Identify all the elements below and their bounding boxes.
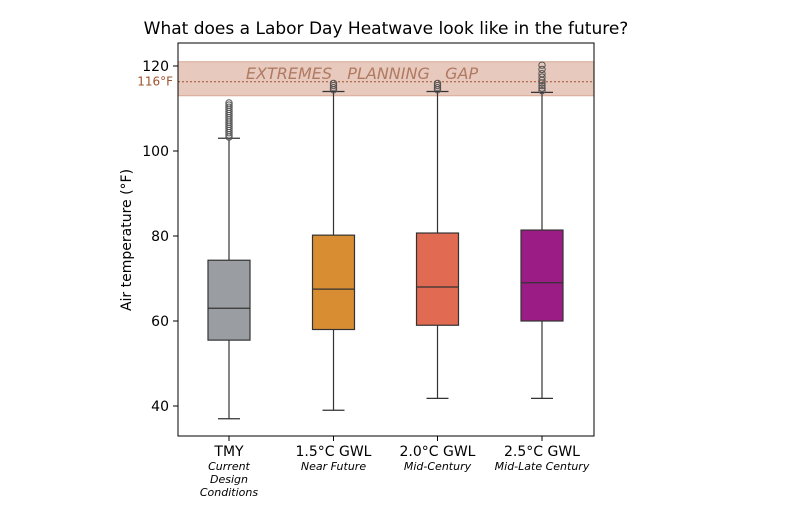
y-tick-label: 100	[142, 144, 169, 160]
box-3	[415, 79, 460, 399]
planning-gap-rect	[177, 61, 595, 97]
box-series	[207, 61, 564, 420]
iqr-box	[207, 259, 251, 341]
outlier-point	[538, 84, 546, 92]
outlier-point	[433, 83, 442, 92]
y-tick-label: 80	[151, 229, 169, 245]
x-tick-subtitle: Mid-Late Century	[495, 460, 590, 473]
outlier-point	[329, 81, 338, 90]
chart-title: What does a Labor Day Heatwave look like…	[144, 19, 629, 39]
iqr-box	[311, 234, 356, 331]
outlier-point	[329, 79, 338, 88]
outlier-point	[225, 103, 233, 111]
plot-frame	[177, 42, 595, 437]
outlier-point	[538, 86, 546, 95]
outlier-point	[225, 99, 233, 107]
x-tick-subtitle: Design	[210, 473, 248, 486]
iqr-box	[520, 229, 564, 322]
outlier-point	[538, 65, 546, 74]
reference-line-label: 116°F	[137, 75, 173, 89]
x-tick-subtitle: Near Future	[301, 460, 366, 473]
outlier-point	[329, 83, 338, 92]
planning-gap-label: EXTREMES PLANNING GAP	[246, 64, 479, 83]
box-2	[311, 79, 356, 411]
y-tick-label: 60	[151, 314, 169, 330]
outlier-point	[538, 61, 546, 69]
iqr-box	[415, 232, 460, 326]
x-tick-label: 1.5°C GWL	[296, 444, 372, 460]
box-1	[207, 99, 251, 420]
x-tick-subtitle: Current	[208, 460, 250, 473]
x-tick-subtitle: Conditions	[200, 486, 258, 499]
outlier-point	[433, 79, 442, 88]
y-axis-label: Air temperature (°F)	[119, 169, 135, 311]
outlier-point	[538, 73, 546, 81]
y-tick-label: 40	[151, 399, 169, 415]
outlier-point	[538, 69, 546, 78]
planning-gap-band: EXTREMES PLANNING GAP 116°F	[137, 61, 595, 97]
outlier-point	[433, 81, 442, 90]
x-tick-subtitle: Mid-Century	[404, 460, 472, 473]
y-tick-label: 120	[142, 59, 169, 75]
x-tick-label: TMY	[213, 444, 244, 460]
outlier-point	[538, 81, 546, 90]
outlier-point	[225, 101, 233, 109]
box-4	[520, 61, 564, 399]
x-tick-label: 2.5°C GWL	[504, 444, 580, 460]
y-axis-ticks: 40 60 80 100 120	[142, 59, 178, 415]
x-tick-label: 2.0°C GWL	[400, 444, 476, 460]
